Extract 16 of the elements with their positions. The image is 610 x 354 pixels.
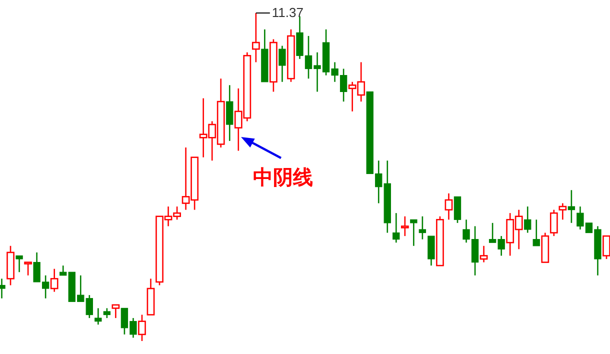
candlestick — [50, 268, 58, 292]
candlestick — [226, 84, 234, 142]
candlestick — [558, 202, 567, 220]
annotation: 中阴线 — [253, 165, 313, 189]
candlestick — [480, 245, 488, 263]
candlestick — [252, 12, 260, 63]
candlestick — [384, 160, 391, 234]
candlestick — [444, 192, 453, 220]
candlestick — [278, 45, 286, 83]
candlestick — [524, 206, 532, 234]
candlestick — [568, 189, 576, 224]
candlestick — [86, 294, 93, 319]
candlestick — [400, 216, 409, 237]
candlestick — [94, 308, 102, 326]
annotation: 11.37 — [272, 5, 304, 20]
candlestick — [392, 212, 400, 244]
